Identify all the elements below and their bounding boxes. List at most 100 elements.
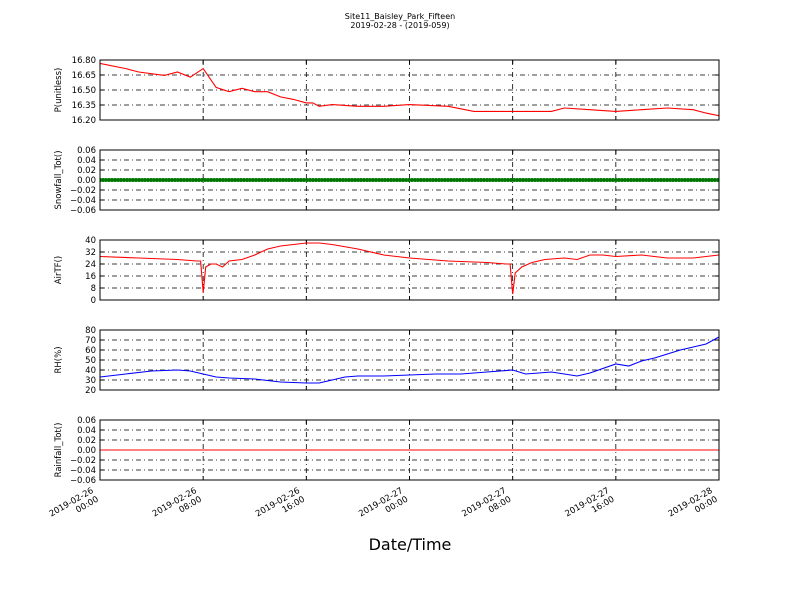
series-marker	[356, 178, 360, 182]
series-marker	[674, 178, 678, 182]
series-group	[100, 242, 719, 295]
y-tick-label: −0.04	[70, 466, 96, 476]
series-marker	[704, 178, 708, 182]
series-marker	[200, 178, 204, 182]
series-marker	[431, 178, 435, 182]
series-marker	[254, 178, 258, 182]
series-marker	[131, 178, 135, 182]
series-marker	[347, 178, 351, 182]
series-marker	[650, 178, 654, 182]
series-marker	[323, 178, 327, 182]
y-tick-label: −0.02	[70, 186, 96, 196]
series-marker	[311, 178, 315, 182]
series-marker	[458, 178, 462, 182]
series-marker	[320, 178, 324, 182]
y-tick-label: 32	[85, 248, 96, 258]
series-marker	[191, 178, 195, 182]
series-marker	[506, 178, 510, 182]
series-marker	[677, 178, 681, 182]
y-tick-label: 60	[85, 346, 96, 356]
series-marker	[707, 178, 711, 182]
series-marker	[590, 178, 594, 182]
series-marker	[395, 178, 399, 182]
series-marker	[317, 178, 321, 182]
y-tick-label: 50	[85, 356, 96, 366]
y-tick-label: 16.50	[72, 86, 96, 96]
series-marker	[623, 178, 627, 182]
series-marker	[440, 178, 444, 182]
series-marker	[215, 178, 219, 182]
series-marker	[479, 178, 483, 182]
series-marker	[683, 178, 687, 182]
series-marker	[566, 178, 570, 182]
y-tick-label: 0.04	[77, 156, 96, 166]
series-marker	[272, 178, 276, 182]
series-marker	[257, 178, 261, 182]
y-tick-label: −0.06	[70, 476, 96, 486]
series-marker	[446, 178, 450, 182]
y-tick-label: 40	[85, 366, 96, 376]
y-tick-label: 16.20	[72, 116, 96, 126]
x-tick-label: 2019-02-2700:00	[357, 486, 410, 528]
series-marker	[287, 178, 291, 182]
series-marker	[473, 178, 477, 182]
series-marker	[164, 178, 168, 182]
series-marker	[701, 178, 705, 182]
series-marker	[539, 178, 543, 182]
series-marker	[116, 178, 120, 182]
series-marker	[341, 178, 345, 182]
series-group	[100, 178, 719, 182]
y-tick-label: 16	[85, 272, 96, 282]
series-marker	[266, 178, 270, 182]
series-marker	[614, 178, 618, 182]
series-marker	[242, 178, 246, 182]
series-marker	[338, 178, 342, 182]
series-marker	[326, 178, 330, 182]
y-axis-label: RH(%)	[54, 346, 64, 373]
series-marker	[368, 178, 372, 182]
series-marker	[383, 178, 387, 182]
series-marker	[524, 178, 528, 182]
series-marker	[107, 178, 111, 182]
series-marker	[281, 178, 285, 182]
series-marker	[224, 178, 228, 182]
series-marker	[668, 178, 672, 182]
series-marker	[227, 178, 231, 182]
series-marker	[350, 178, 354, 182]
y-tick-label: 0	[91, 296, 96, 306]
y-tick-label: 0.06	[77, 416, 96, 426]
y-tick-label: 0.06	[77, 146, 96, 156]
series-marker	[689, 178, 693, 182]
y-tick-label: 16.80	[72, 56, 96, 66]
series-marker	[374, 178, 378, 182]
y-tick-label: −0.06	[70, 206, 96, 216]
series-marker	[398, 178, 402, 182]
series-marker	[437, 178, 441, 182]
series-marker	[365, 178, 369, 182]
series-marker	[158, 178, 162, 182]
y-axis-label: P(unitless)	[54, 68, 64, 113]
series-marker	[380, 178, 384, 182]
series-marker	[596, 178, 600, 182]
series-marker	[617, 178, 621, 182]
series-marker	[545, 178, 549, 182]
series-marker	[635, 178, 639, 182]
series-marker	[608, 178, 612, 182]
y-tick-label: −0.04	[70, 196, 96, 206]
series-marker	[467, 178, 471, 182]
series-marker	[206, 178, 210, 182]
series-marker	[653, 178, 657, 182]
series-marker	[680, 178, 684, 182]
series-marker	[710, 178, 714, 182]
series-marker	[542, 178, 546, 182]
x-tick-label: 2019-02-2616:00	[254, 486, 307, 528]
y-axis-label: Snowfall_Tot()	[54, 150, 64, 209]
series-marker	[671, 178, 675, 182]
series-marker	[557, 178, 561, 182]
series-marker	[686, 178, 690, 182]
x-axis-label: Date/Time	[369, 535, 452, 554]
series-marker	[410, 178, 414, 182]
series-marker	[512, 178, 516, 182]
series-line	[100, 242, 719, 295]
